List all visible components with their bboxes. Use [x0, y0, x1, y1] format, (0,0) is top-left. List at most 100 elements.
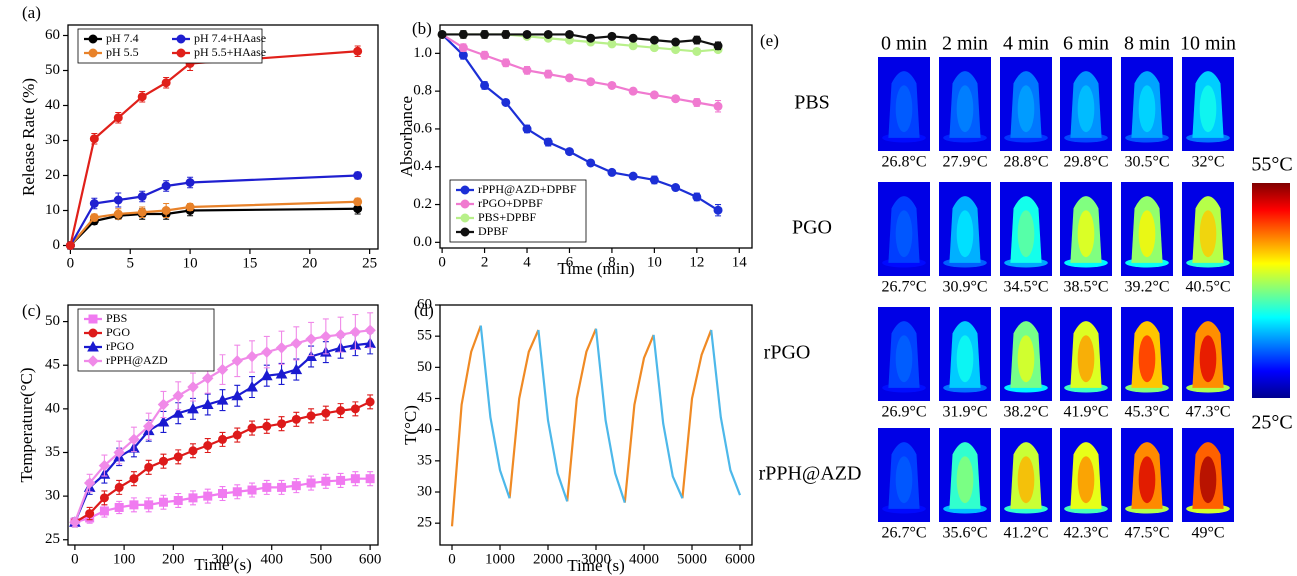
temperature-label: 27.9°C	[942, 154, 987, 171]
legend-label: DPBF	[478, 224, 508, 238]
x-tick-label: 3000	[581, 551, 611, 567]
marker	[480, 80, 490, 90]
y-tick-label: 55	[417, 328, 432, 344]
marker	[161, 206, 171, 215]
marker	[649, 90, 659, 100]
marker	[247, 485, 257, 495]
marker	[262, 421, 272, 431]
marker	[99, 493, 109, 503]
thermal-core	[1077, 456, 1095, 504]
marker	[87, 355, 99, 367]
marker	[275, 342, 288, 354]
marker	[187, 402, 199, 414]
thermal-core	[895, 335, 913, 383]
marker	[218, 489, 228, 499]
colorbar-max-label: 55°C	[1251, 154, 1292, 176]
legend-label: pH 5.5+HAase	[194, 45, 266, 59]
marker	[607, 31, 617, 41]
marker	[113, 446, 125, 459]
x-tick-label: 10	[647, 254, 662, 270]
column-header: 4 min	[1003, 33, 1049, 55]
temperature-label: 45.3°C	[1124, 404, 1169, 421]
y-tick-label: 20	[45, 167, 60, 183]
marker	[458, 43, 468, 53]
x-tick-label: 200	[162, 551, 185, 567]
marker	[480, 50, 490, 60]
marker	[144, 500, 154, 510]
panel-label: (e)	[760, 31, 779, 50]
y-tick-label: 0.0	[413, 234, 432, 250]
y-tick-label: 0.6	[413, 120, 432, 136]
column-header: 2 min	[942, 33, 988, 55]
x-tick-label: 500	[310, 551, 333, 567]
marker	[564, 147, 574, 157]
marker	[458, 29, 468, 39]
marker	[671, 37, 681, 47]
marker	[172, 407, 185, 418]
legend-label: pH 5.5	[106, 45, 139, 59]
marker	[713, 205, 723, 215]
marker	[628, 86, 638, 96]
temperature-label: 38.2°C	[1003, 404, 1048, 421]
y-tick-label: 25	[45, 531, 60, 547]
marker	[173, 452, 183, 462]
marker	[564, 73, 574, 83]
y-axis-label: T(°C)	[401, 405, 420, 445]
plot-frame	[439, 24, 753, 249]
y-axis-label: Release Rate (%)	[19, 78, 38, 196]
marker	[671, 45, 681, 55]
y-axis-label: Temperature(°C)	[17, 367, 36, 482]
marker	[201, 398, 214, 409]
marker	[365, 397, 375, 407]
x-tick-label: 6	[566, 254, 574, 270]
marker	[305, 333, 317, 345]
y-tick-label: 45	[45, 357, 60, 373]
x-axis-label: Time (s)	[194, 555, 251, 574]
marker	[113, 113, 123, 123]
temperature-label: 40.5°C	[1185, 279, 1230, 296]
x-tick-label: 1000	[485, 551, 515, 567]
marker	[522, 29, 532, 39]
marker	[460, 199, 470, 209]
temperature-label: 49°C	[1191, 525, 1224, 542]
thermal-core	[1138, 456, 1156, 504]
thermal-core	[1017, 85, 1035, 133]
column-header: 8 min	[1124, 33, 1170, 55]
y-tick-label: 40	[45, 97, 60, 113]
y-tick-label: 60	[45, 27, 60, 43]
marker	[321, 476, 331, 486]
marker	[203, 491, 213, 501]
marker	[114, 502, 124, 512]
marker	[290, 337, 303, 350]
legend-label: rPGO	[106, 339, 134, 353]
x-tick-label: 0	[438, 254, 446, 270]
marker	[564, 29, 574, 39]
marker	[671, 183, 681, 193]
x-tick-label: 0	[71, 551, 79, 567]
y-tick-label: 0.4	[413, 158, 432, 174]
marker	[349, 326, 362, 338]
marker	[185, 202, 195, 212]
thermal-core	[1199, 456, 1217, 504]
marker	[306, 411, 316, 421]
temperature-label: 41.2°C	[1003, 525, 1048, 542]
marker	[203, 441, 213, 451]
marker	[99, 506, 109, 516]
marker	[628, 33, 638, 43]
legend-label: rPGO+DPBF	[478, 196, 543, 210]
marker	[218, 434, 228, 444]
x-tick-label: 600	[359, 551, 382, 567]
panel-label: (a)	[22, 3, 41, 22]
x-tick-label: 12	[689, 254, 704, 270]
marker	[85, 509, 95, 519]
marker	[277, 419, 287, 429]
marker	[129, 500, 139, 510]
marker	[216, 363, 229, 376]
marker	[336, 475, 346, 485]
temperature-label: 26.9°C	[881, 404, 926, 421]
temperature-label: 39.2°C	[1124, 279, 1169, 296]
panel-label: (b)	[412, 19, 432, 38]
marker	[176, 48, 186, 58]
marker	[188, 493, 198, 503]
